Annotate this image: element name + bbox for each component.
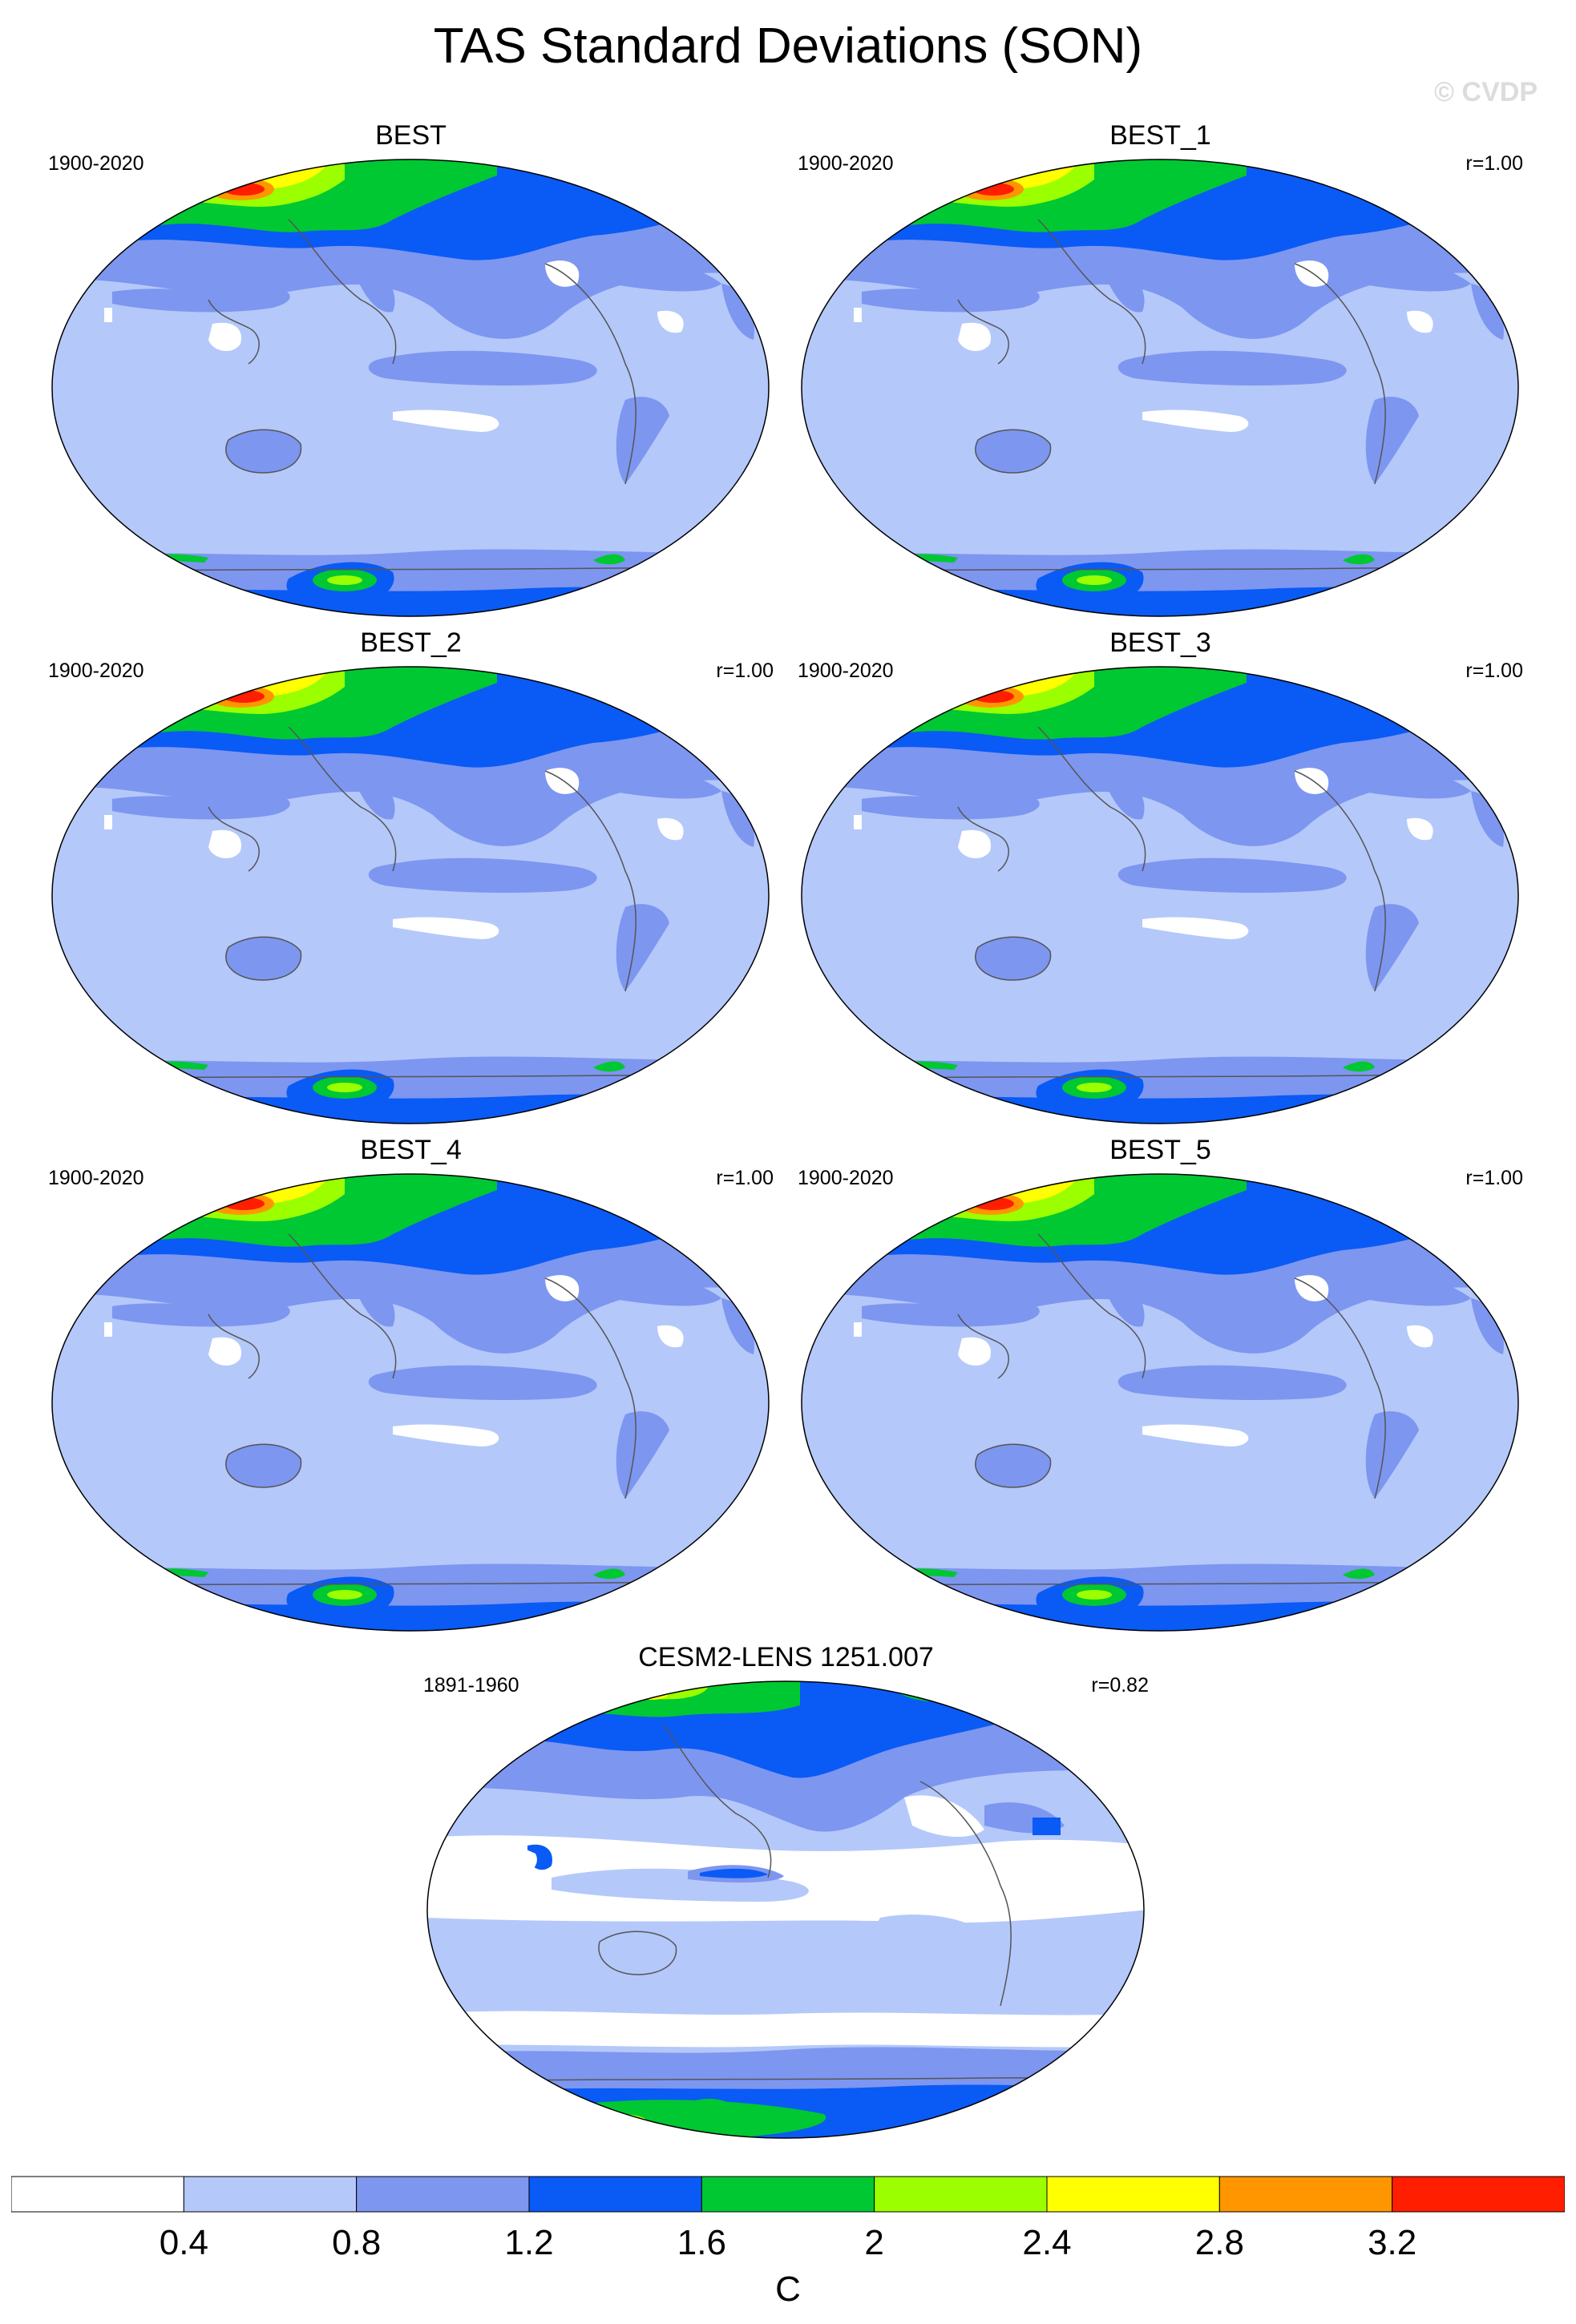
colorbar-tick-label: 0.4: [159, 2223, 208, 2262]
map-field: [802, 1174, 1518, 1631]
map-outline: [51, 159, 770, 617]
map-panel-best: BEST 1900-2020: [48, 120, 774, 617]
panel-years: 1900-2020: [798, 1167, 894, 1189]
max-region-core: [972, 690, 1014, 703]
colorbar-swatch: [1046, 2176, 1220, 2213]
south-america: [1365, 1411, 1419, 1499]
world-map: [801, 666, 1519, 1124]
enso-region: [1117, 350, 1347, 386]
map-outline: [801, 159, 1519, 617]
panel-correlation: r=1.00: [1465, 660, 1523, 682]
panel-years: 1891-1960: [423, 1674, 519, 1697]
colorbar-tick-label: 2.4: [1022, 2223, 1072, 2262]
map-outline: [51, 666, 770, 1124]
colorbar-swatch: [701, 2176, 875, 2213]
colorbar-swatch: [528, 2176, 702, 2213]
panel-title: CESM2-LENS 1251.007: [638, 1642, 934, 1672]
coastlines: [427, 1725, 1144, 2083]
panel-correlation: r=0.82: [1091, 1674, 1149, 1697]
colorbar-tick-label: 3.2: [1368, 2223, 1417, 2262]
south-america: [616, 904, 669, 991]
colorbar-swatch: [1392, 2176, 1565, 2213]
colorbar-swatch: [356, 2176, 530, 2213]
southern-max: [592, 2114, 648, 2130]
colorbar-unit: C: [775, 2270, 801, 2309]
max-region-core: [972, 183, 1014, 196]
south-america: [1365, 904, 1419, 991]
map-outline: [801, 1173, 1519, 1632]
south-america: [616, 1411, 669, 1499]
map-field: [52, 667, 769, 1124]
australia: [225, 1444, 301, 1487]
colorbar-tick-label: 2.8: [1194, 2223, 1244, 2262]
enso-region: [368, 857, 597, 894]
world-map: [51, 1173, 770, 1632]
panel-title: BEST_4: [360, 1135, 462, 1165]
map-outline: [51, 1173, 770, 1632]
max-region-core: [223, 1197, 265, 1210]
world-map: [801, 159, 1519, 617]
map-field: [427, 1681, 1144, 2138]
map-field: [802, 159, 1518, 616]
world-map: [51, 159, 770, 617]
map-field: [52, 1174, 769, 1631]
colorbar-swatch: [1218, 2176, 1393, 2213]
colorbar-swatch: [11, 2176, 184, 2213]
panel-correlation: r=1.00: [716, 1167, 774, 1189]
map-panel-best-5: BEST_5 1900-2020 r=1.00: [798, 1135, 1523, 1632]
max-region-core: [223, 183, 265, 196]
world-map: [426, 1680, 1145, 2139]
map-field: [52, 159, 769, 616]
panel-title: BEST_1: [1109, 120, 1211, 151]
australia: [975, 430, 1051, 473]
colorbar-swatch: [874, 2176, 1048, 2213]
colorbar-tick-label: 0.8: [332, 2223, 382, 2262]
australia: [225, 430, 301, 473]
panel-correlation: r=1.00: [716, 660, 774, 682]
world-map: [801, 1173, 1519, 1632]
enso-region: [700, 1868, 768, 1878]
enso-region: [1117, 1365, 1347, 1401]
world-map: [51, 666, 770, 1124]
panel-years: 1900-2020: [48, 1167, 144, 1189]
map-outline: [426, 1680, 1145, 2139]
panel-title: BEST_5: [1109, 1135, 1211, 1165]
map-field: [802, 667, 1518, 1124]
map-panel-cesm2-lens: CESM2-LENS 1251.007 1891-1960 r=0.82: [423, 1642, 1149, 2139]
enso-region: [368, 1365, 597, 1401]
enso-region: [368, 350, 597, 386]
map-panel-best-4: BEST_4 1900-2020 r=1.00: [48, 1135, 774, 1632]
panel-correlation: r=1.00: [1465, 152, 1523, 175]
australia: [225, 937, 301, 980]
colorbar: [11, 2176, 1565, 2213]
panel-years: 1900-2020: [798, 660, 894, 682]
panel-title: BEST_2: [360, 627, 462, 658]
map-panel-best-2: BEST_2 1900-2020 r=1.00: [48, 627, 774, 1124]
colorbar-tick-label: 2: [864, 2223, 884, 2262]
panel-correlation: r=1.00: [1465, 1167, 1523, 1189]
figure-title: TAS Standard Deviations (SON): [433, 18, 1143, 74]
cvdp-watermark: © CVDP: [1434, 77, 1538, 107]
australia: [975, 937, 1051, 980]
panel-years: 1900-2020: [798, 152, 894, 175]
enso-region: [1117, 857, 1347, 894]
panel-title: BEST: [375, 120, 447, 151]
south-america: [1365, 397, 1419, 484]
map-panel-best-3: BEST_3 1900-2020 r=1.00: [798, 627, 1523, 1124]
panel-years: 1900-2020: [48, 152, 144, 175]
colorbar-tick-label: 1.2: [504, 2223, 554, 2262]
colorbar-tick-label: 1.6: [677, 2223, 726, 2262]
map-panel-best-1: BEST_1 1900-2020 r=1.00: [798, 120, 1523, 617]
panel-years: 1900-2020: [48, 660, 144, 682]
australia: [975, 1444, 1051, 1487]
max-region-core: [972, 1197, 1014, 1210]
max-region-core: [223, 690, 265, 703]
colorbar-swatch: [183, 2176, 358, 2213]
map-outline: [801, 666, 1519, 1124]
south-america: [616, 397, 669, 484]
panel-title: BEST_3: [1109, 627, 1211, 658]
